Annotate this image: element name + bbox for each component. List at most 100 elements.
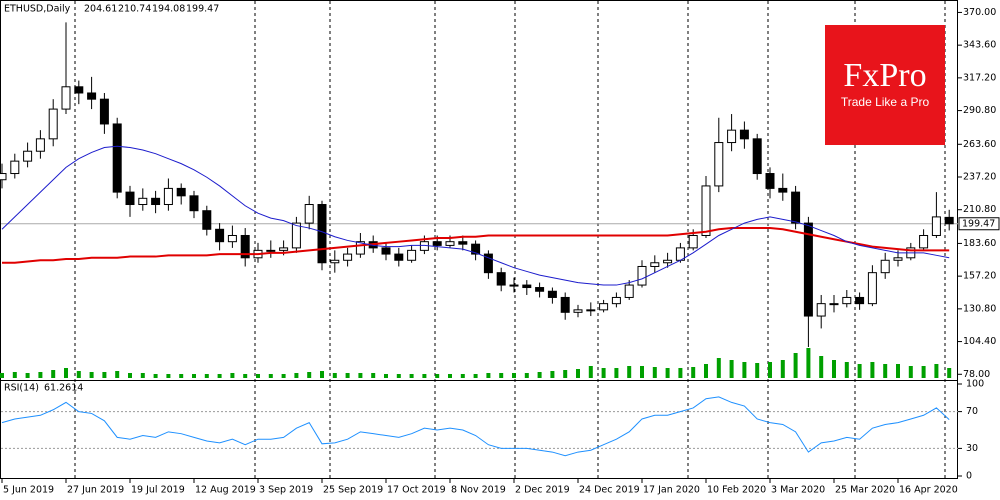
y-tick-label: 78.00 [963, 369, 990, 380]
candle-body [791, 191, 801, 224]
candle-body [151, 197, 161, 206]
volume-bar [729, 360, 734, 378]
volume-bar [0, 373, 4, 378]
candle-body [23, 150, 33, 162]
candle-body [547, 290, 557, 298]
candle-body [125, 191, 135, 206]
x-tick-label: 3 Mar 2020 [771, 485, 825, 496]
volume-bar [153, 374, 158, 378]
candle-body [0, 173, 7, 181]
volume-bar [281, 374, 286, 378]
volume-bar [908, 366, 913, 378]
candle-body [829, 303, 839, 306]
candle-body [48, 108, 58, 140]
volume-bar [179, 374, 184, 378]
volume-bar [256, 374, 260, 378]
volume-bar [38, 372, 43, 378]
x-tick-label: 2 Dec 2019 [515, 485, 570, 496]
candle-body [842, 296, 852, 305]
ohlc-close: 199.47 [186, 4, 219, 15]
volume-bar [512, 373, 516, 378]
candle-body [215, 228, 225, 243]
volume-bar [537, 372, 542, 378]
candle-body [752, 138, 762, 175]
candle-body [330, 259, 340, 264]
candle-body [176, 187, 186, 197]
volume-bar [448, 374, 452, 378]
volume-bar [307, 372, 312, 378]
y-tick-label: 263.60 [963, 139, 996, 150]
y-tick-label: 157.20 [963, 271, 996, 282]
volume-bar [384, 374, 388, 378]
candle-body [919, 234, 929, 249]
x-tick-label: 8 Nov 2019 [451, 485, 506, 496]
candle-body [163, 187, 173, 206]
volume-bar [89, 372, 94, 378]
volume-bar [460, 374, 465, 378]
volume-bar [499, 373, 504, 378]
volume-bar [742, 362, 747, 378]
candle-body [471, 243, 481, 255]
volume-bar [102, 372, 107, 378]
candle-body [381, 247, 391, 255]
candle-body [483, 253, 493, 274]
x-tick-label: 19 Jul 2019 [131, 485, 185, 496]
volume-bar [601, 368, 606, 378]
candle-body [701, 185, 711, 236]
candle-body [535, 287, 545, 292]
candle-body [407, 249, 417, 261]
volume-bar [268, 374, 273, 378]
price-label: 199.47 [962, 218, 995, 229]
candle-body [650, 262, 660, 267]
candle-body [867, 272, 877, 305]
candle-body [189, 195, 199, 212]
candle-body [931, 216, 941, 236]
volume-bar [844, 362, 849, 378]
candle-body [611, 296, 621, 305]
frame [0, 0, 958, 479]
x-tick-label: 17 Jan 2020 [643, 485, 700, 496]
volume-bar [780, 360, 785, 378]
volume-bar [12, 372, 17, 378]
candle-body [778, 187, 788, 193]
candle-body [445, 241, 455, 246]
x-tick-label: 27 Jun 2019 [67, 485, 124, 496]
volume-bar [294, 373, 299, 378]
logo-name: FxPro [843, 57, 926, 94]
candle-body [880, 259, 890, 274]
x-tick-label: 17 Oct 2019 [387, 485, 446, 496]
candle-body [343, 253, 353, 261]
volume-bar [320, 371, 324, 378]
candle-body [291, 222, 301, 249]
volume-bar [358, 373, 363, 378]
moving-average [2, 227, 950, 264]
volume-bar [486, 373, 491, 378]
rsi-tick-label: 0 [966, 471, 972, 482]
candle-body [688, 234, 698, 249]
candle-body [458, 241, 468, 245]
rsi-tick-label: 100 [966, 379, 984, 390]
candle-body [765, 173, 775, 189]
volume-bar [678, 368, 683, 378]
volume-bar [563, 370, 568, 378]
x-tick-label: 25 Sep 2019 [323, 485, 383, 496]
x-tick-label: 16 Apr 2020 [899, 485, 958, 496]
y-tick-label: 343.60 [963, 40, 996, 51]
volume-bar [640, 366, 644, 378]
y-tick-label: 104.40 [963, 336, 996, 347]
volume-bar [115, 371, 120, 378]
x-tick-label: 5 Jun 2019 [3, 485, 54, 496]
x-tick-label: 10 Feb 2020 [707, 485, 766, 496]
volume-bar [588, 366, 593, 378]
candle-body [317, 204, 327, 264]
volume-bar [371, 373, 376, 378]
ohlc-open: 204.61 [84, 4, 117, 15]
candle-body [138, 197, 148, 206]
price-label-box [958, 217, 1000, 231]
volume-bar [550, 371, 555, 378]
symbol: ETHUSD,Daily [4, 4, 71, 15]
candle-body [560, 296, 570, 313]
volume-bar [64, 368, 68, 378]
logo-tagline: Trade Like a Pro [841, 95, 930, 109]
